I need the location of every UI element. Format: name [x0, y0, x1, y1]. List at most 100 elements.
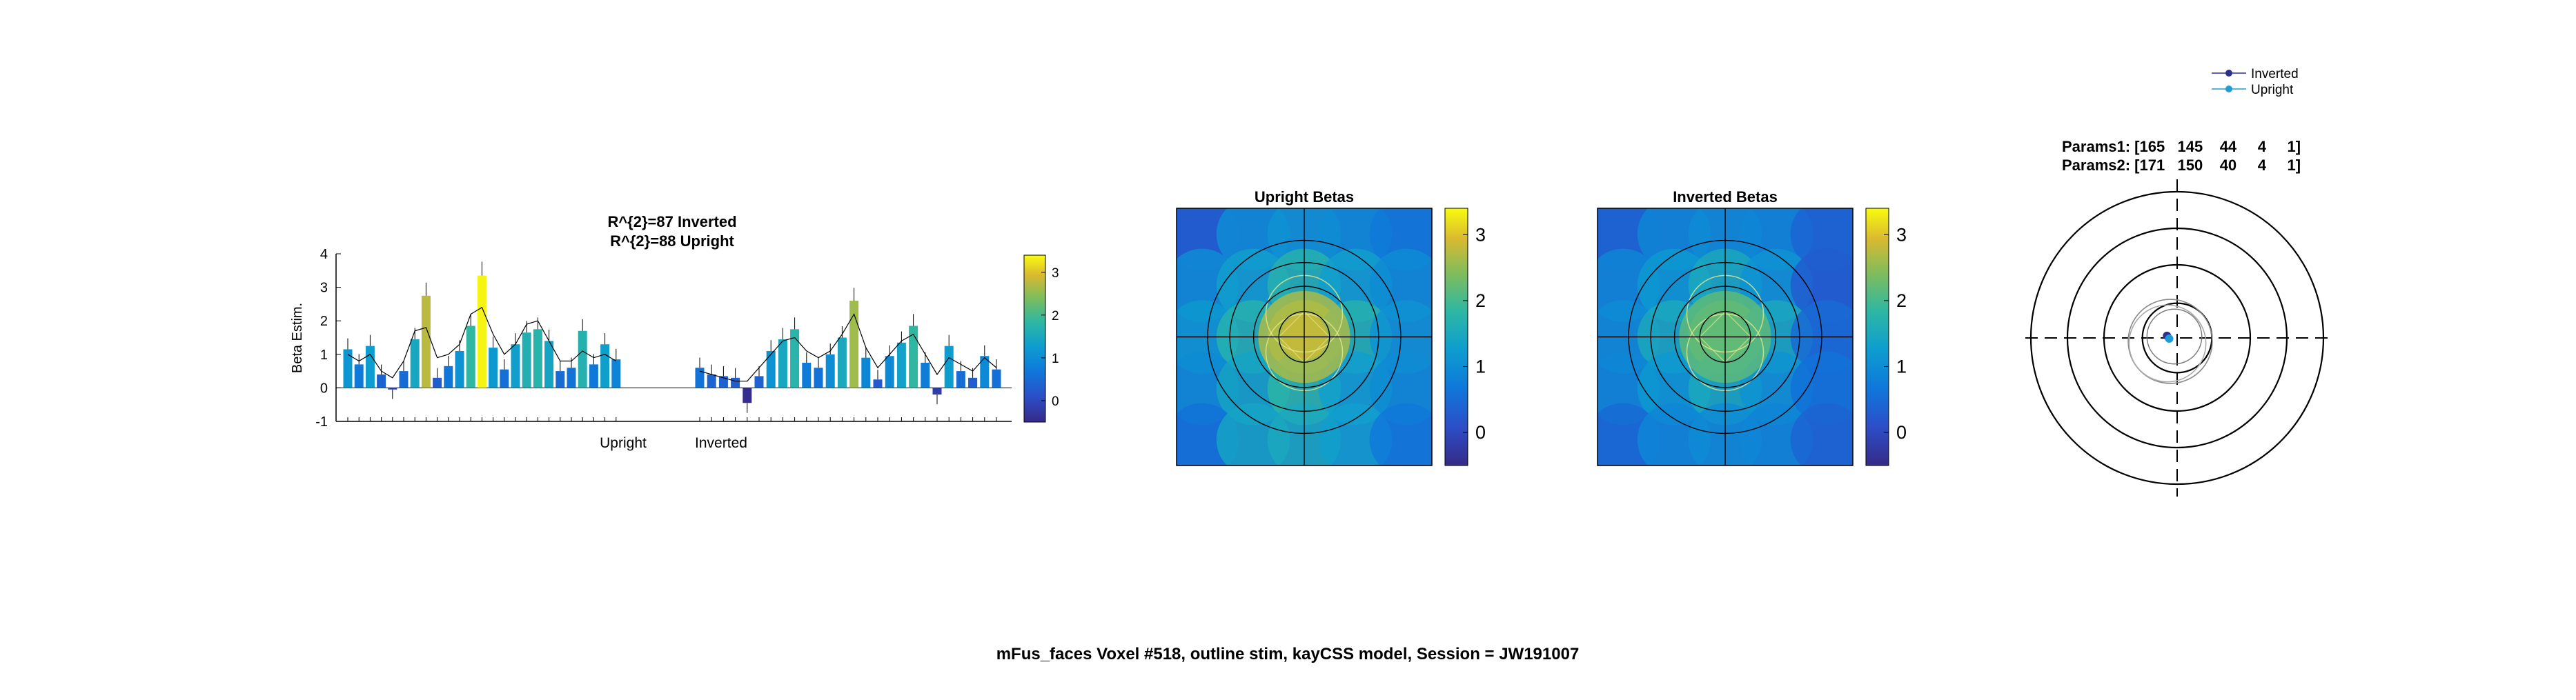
upright-bar	[343, 349, 353, 388]
upright-colorbar-ticks: 3 2 1 0	[1463, 224, 1486, 443]
upright-bar	[388, 388, 397, 390]
inverted-fit-line	[699, 313, 997, 382]
upright-fit-line	[347, 306, 617, 379]
upright-bar	[533, 329, 542, 388]
inverted-heatmap-cells	[1597, 208, 1853, 466]
upright-bar	[489, 348, 498, 388]
stim-outline	[1699, 310, 1751, 363]
inverted-bar	[731, 377, 740, 388]
prf-polar-panel: Params1: [165 145 44 4 1] Params2: [171 …	[2025, 67, 2329, 497]
prf-contour-upright	[2128, 304, 2207, 383]
prf-contour-inner	[2146, 308, 2203, 365]
colorbar-tick-label: 3	[1896, 224, 1907, 245]
upright-bar	[555, 371, 565, 388]
upright-bar	[611, 359, 621, 388]
colorbar-tick-label: 3	[1475, 224, 1486, 245]
bar-chart-panel: R^{2}=87 Inverted R^{2}=88 Upright Beta …	[290, 213, 1059, 451]
bar-chart-colorbar-ticks: 3 2 1 0	[1041, 266, 1059, 409]
colorbar-tick-label: 2	[1052, 309, 1059, 323]
inverted-bar	[695, 368, 705, 388]
inverted-bar	[814, 368, 823, 388]
inverted-bar	[837, 337, 847, 388]
bar-chart-title-line1: R^{2}=87 Inverted	[607, 213, 736, 230]
figure-suptitle: mFus_faces Voxel #518, outline stim, kay…	[996, 645, 1580, 663]
params1-label: Params1: [165 145 44 4 1]	[2062, 138, 2301, 155]
upright-bar	[500, 369, 509, 388]
colorbar-tick-label: 0	[1052, 394, 1059, 409]
upright-bar	[589, 364, 598, 388]
inverted-bar	[707, 374, 716, 388]
bar-chart-marks	[343, 261, 1001, 421]
upright-bar	[444, 366, 453, 388]
heatmap-blob	[1790, 403, 1853, 466]
inverted-bar	[790, 329, 800, 388]
bar-chart-axes: 4 3 2 1 0 -1	[315, 247, 1012, 430]
upright-heatmap-colorbar	[1444, 208, 1468, 466]
legend: Inverted Upright	[2212, 67, 2299, 97]
inverted-bar	[944, 346, 954, 388]
inverted-bar	[766, 350, 776, 388]
inverted-bar	[921, 362, 930, 388]
inverted-bar	[992, 369, 1001, 388]
inverted-bar	[896, 342, 906, 388]
heatmap-blob	[1369, 403, 1432, 466]
stim-outline	[1278, 310, 1330, 363]
params2-label: Params2: [171 150 40 4 1]	[2062, 157, 2301, 174]
inverted-colorbar-ticks: 3 2 1 0	[1884, 224, 1907, 443]
inverted-bar	[968, 377, 978, 388]
heatmap-blob	[1637, 351, 1711, 426]
y-tick-label: 2	[320, 314, 328, 329]
inverted-heatmap-frame	[1597, 208, 1854, 466]
colorbar-tick-label: 0	[1475, 422, 1486, 443]
prf-polar-plot	[2025, 179, 2329, 497]
inverted-bar	[956, 371, 965, 388]
colorbar-tick-label: 2	[1475, 290, 1486, 311]
inverted-heatmap-title: Inverted Betas	[1673, 188, 1778, 206]
inverted-heatmap-colorbar	[1865, 208, 1889, 466]
heatmap-blob	[1318, 351, 1393, 426]
colorbar-tick-label: 1	[1896, 357, 1907, 377]
upright-heatmap-title: Upright Betas	[1255, 188, 1354, 206]
upright-bar	[421, 295, 431, 388]
heatmap-blob	[1216, 351, 1290, 426]
upright-bar	[600, 344, 610, 388]
inverted-bar	[873, 379, 883, 388]
inverted-bar	[778, 339, 787, 388]
upright-bar	[433, 377, 442, 388]
inverted-bar	[849, 301, 859, 388]
group-label-upright: Upright	[600, 435, 647, 451]
upright-bar	[522, 332, 531, 388]
inverted-bar	[980, 356, 990, 388]
inverted-bar	[743, 388, 752, 403]
heatmap-blob	[1318, 248, 1393, 323]
upright-bar	[399, 371, 409, 388]
legend-marker-upright	[2225, 86, 2232, 92]
upright-bar	[410, 339, 420, 388]
inverted-bar	[825, 354, 835, 388]
upright-heatmap-panel: Upright Betas 3 2 1 0	[1176, 188, 1486, 466]
heatmap-blob	[1637, 248, 1711, 323]
heatmap-blob	[1739, 248, 1813, 323]
y-tick-label: 4	[320, 247, 328, 262]
inverted-bar	[861, 357, 871, 388]
inverted-bar	[718, 376, 728, 388]
prf-contour-inverted	[2127, 299, 2213, 384]
upright-heatmap-cells	[1177, 208, 1432, 466]
colorbar-tick-label: 1	[1475, 357, 1486, 377]
upright-bar	[365, 346, 375, 388]
upright-bar	[544, 341, 554, 388]
legend-label-inverted: Inverted	[2251, 67, 2299, 81]
group-label-inverted: Inverted	[695, 435, 747, 451]
inverted-bar	[885, 356, 894, 388]
y-tick-label: 1	[320, 348, 328, 363]
colorbar-tick-label: 2	[1896, 290, 1907, 311]
upright-bar	[354, 364, 364, 388]
colorbar-tick-label: 0	[1896, 422, 1907, 443]
inverted-heatmap-panel: Inverted Betas 3 2 1 0	[1597, 188, 1907, 466]
upright-bar	[466, 326, 475, 388]
prf-center-upright	[2165, 334, 2174, 343]
heatmap-blob	[1739, 351, 1813, 426]
legend-label-upright: Upright	[2251, 83, 2294, 97]
upright-bar	[511, 344, 520, 388]
upright-bar	[455, 350, 464, 388]
